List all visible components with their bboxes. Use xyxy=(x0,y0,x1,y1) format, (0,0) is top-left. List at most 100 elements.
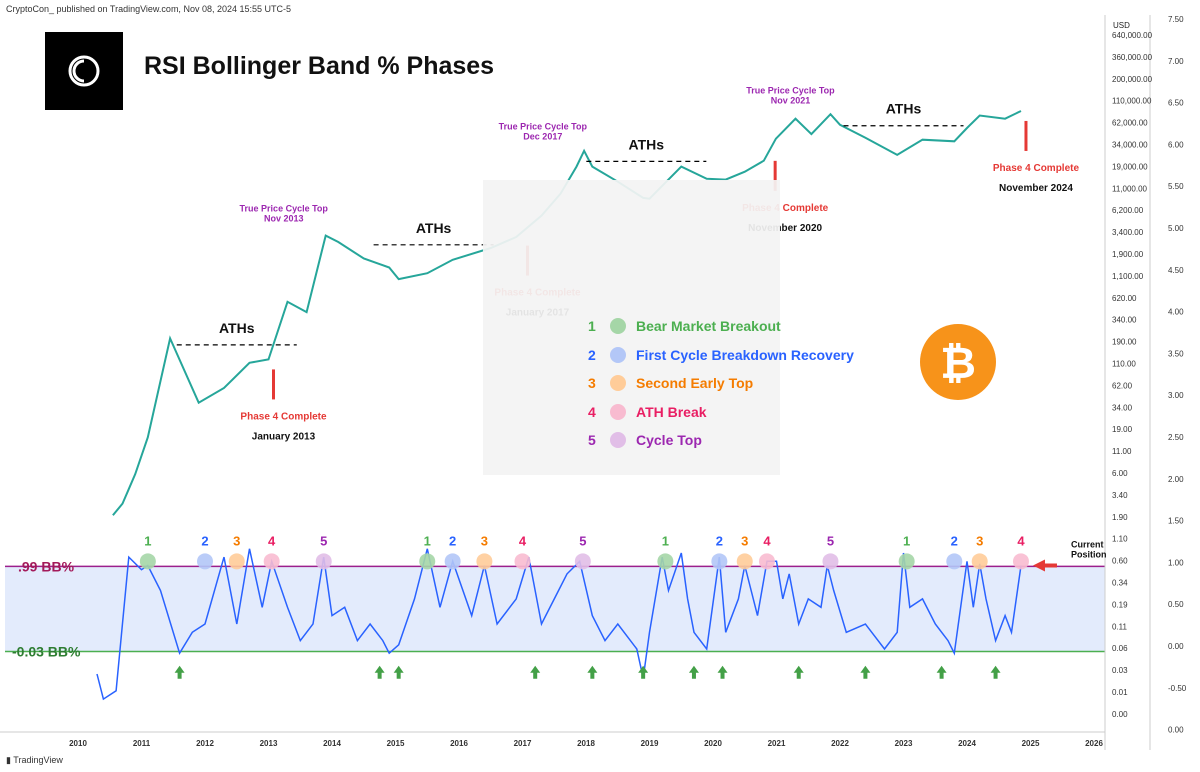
price-tick-label: 200,000.00 xyxy=(1112,75,1153,84)
bottom-green-arrow xyxy=(174,665,185,679)
phase-marker-circle xyxy=(736,553,753,570)
phase-marker-number: 1 xyxy=(903,533,910,548)
bbp-tick-label: 7.50 xyxy=(1168,15,1184,24)
bbp-tick-label: 1.00 xyxy=(1168,558,1184,567)
time-tick-label: 2020 xyxy=(704,739,722,748)
legend-dot-icon xyxy=(610,318,626,334)
bbp-tick-label: 4.50 xyxy=(1168,266,1184,275)
current-position-label: Current xyxy=(1071,540,1104,550)
phase-marker-number: 3 xyxy=(741,533,748,548)
legend-num: 5 xyxy=(588,432,596,448)
cycle-top-date: Dec 2017 xyxy=(523,131,562,141)
price-axis-unit: USD xyxy=(1113,21,1130,30)
time-tick-label: 2022 xyxy=(831,739,849,748)
phase-marker-number: 5 xyxy=(827,533,834,548)
time-tick-label: 2017 xyxy=(514,739,532,748)
cycle-top-label: True Price Cycle Top xyxy=(240,204,329,214)
ath-label: ATHs xyxy=(886,101,922,117)
bbp-tick-label: 2.00 xyxy=(1168,475,1184,484)
chart-title: RSI Bollinger Band % Phases xyxy=(144,52,495,80)
time-tick-label: 2019 xyxy=(641,739,659,748)
bbp-tick-label: 5.00 xyxy=(1168,224,1184,233)
legend-num: 4 xyxy=(588,403,596,420)
bottom-green-arrow xyxy=(638,665,649,679)
legend-num: 2 xyxy=(588,346,596,363)
cycle-top-date: Nov 2021 xyxy=(771,96,811,106)
bbp-tick-label: 7.00 xyxy=(1168,57,1184,66)
price-tick-label: 34,000.00 xyxy=(1112,141,1148,150)
legend-label: First Cycle Breakdown Recovery xyxy=(636,346,854,363)
price-tick-label: 6.00 xyxy=(1112,469,1128,478)
bbp-tick-label: 6.00 xyxy=(1168,140,1184,149)
phase-marker-number: 5 xyxy=(320,533,327,548)
phase-marker-number: 2 xyxy=(716,533,723,548)
bbp-tick-label: 1.50 xyxy=(1168,517,1184,526)
phase-marker-circle xyxy=(758,553,775,570)
phase4-date: November 2024 xyxy=(999,183,1073,194)
phase-marker-number: 2 xyxy=(951,533,958,548)
bottom-green-arrow xyxy=(717,665,728,679)
price-tick-label: 11.00 xyxy=(1112,447,1132,456)
price-tick-label: 0.60 xyxy=(1112,557,1128,566)
time-tick-label: 2016 xyxy=(450,739,468,748)
phase4-date: November 2020 xyxy=(748,223,822,234)
time-tick-label: 2018 xyxy=(577,739,595,748)
phase-marker-circle xyxy=(315,553,332,570)
time-tick-label: 2023 xyxy=(895,739,913,748)
price-tick-label: 0.00 xyxy=(1112,710,1128,719)
price-tick-label: 110.00 xyxy=(1112,360,1136,369)
bbp-tick-label: 0.50 xyxy=(1168,600,1184,609)
phase-marker-circle xyxy=(228,553,245,570)
ath-label: ATHs xyxy=(416,220,452,236)
phase-marker-number: 3 xyxy=(976,533,983,548)
legend-label: Bear Market Breakout xyxy=(636,318,781,334)
legend-item: 4 ATH Break xyxy=(588,403,707,420)
bottom-green-arrow xyxy=(793,665,804,679)
bitcoin-icon xyxy=(920,324,996,400)
footer-label: TradingView xyxy=(13,755,63,765)
phase4-label: Phase 4 Complete xyxy=(742,203,829,214)
cycle-top-label: True Price Cycle Top xyxy=(746,86,835,96)
bottom-green-arrow xyxy=(587,665,598,679)
phase4-label: Phase 4 Complete xyxy=(993,163,1080,174)
legend-item: 3 Second Early Top xyxy=(588,375,753,391)
time-tick-label: 2021 xyxy=(768,739,786,748)
upper-level-label: .99 BB% xyxy=(18,558,75,574)
phase-marker-circle xyxy=(263,553,280,570)
bbp-tick-label: 2.50 xyxy=(1168,433,1184,442)
phase-marker-number: 3 xyxy=(233,533,240,548)
price-tick-label: 0.11 xyxy=(1112,622,1128,631)
phase-marker-number: 4 xyxy=(519,533,527,548)
price-tick-label: 1.10 xyxy=(1112,535,1128,544)
phase-marker-circle xyxy=(822,553,839,570)
cycle-top-date: Nov 2013 xyxy=(264,214,304,224)
price-tick-label: 1.90 xyxy=(1112,513,1128,522)
phase-marker-number: 2 xyxy=(201,533,208,548)
price-tick-label: 3.40 xyxy=(1112,491,1128,500)
bbp-tick-label: 6.50 xyxy=(1168,99,1184,108)
price-tick-label: 0.01 xyxy=(1112,688,1128,697)
phase-marker-circle xyxy=(139,553,156,570)
tradingview-footer: ▮ TradingView xyxy=(6,755,63,765)
time-tick-label: 2012 xyxy=(196,739,214,748)
bottom-green-arrow xyxy=(860,665,871,679)
rsi-bbp-line xyxy=(96,548,1022,701)
phase-marker-circle xyxy=(657,553,674,570)
phase-marker-circle xyxy=(197,553,213,570)
price-line xyxy=(112,110,1022,516)
bottom-green-arrow xyxy=(936,665,947,679)
price-tick-label: 62.00 xyxy=(1112,381,1133,390)
bbp-tick-label: -0.50 xyxy=(1168,684,1187,693)
price-tick-label: 1,100.00 xyxy=(1112,272,1144,281)
bbp-tick-label: 0.00 xyxy=(1168,642,1184,651)
publish-header: CryptoCon_ published on TradingView.com,… xyxy=(6,4,291,14)
time-tick-label: 2025 xyxy=(1022,739,1040,748)
lower-level-label: -0.03 BB% xyxy=(12,644,81,660)
time-tick-label: 2014 xyxy=(323,739,341,748)
legend-item: 1 Bear Market Breakout xyxy=(588,318,781,334)
time-tick-label: 2011 xyxy=(133,739,151,748)
time-tick-label: 2010 xyxy=(69,739,87,748)
price-tick-label: 11,000.00 xyxy=(1112,184,1148,193)
bottom-green-arrow xyxy=(530,665,541,679)
price-tick-label: 62,000.00 xyxy=(1112,119,1148,128)
